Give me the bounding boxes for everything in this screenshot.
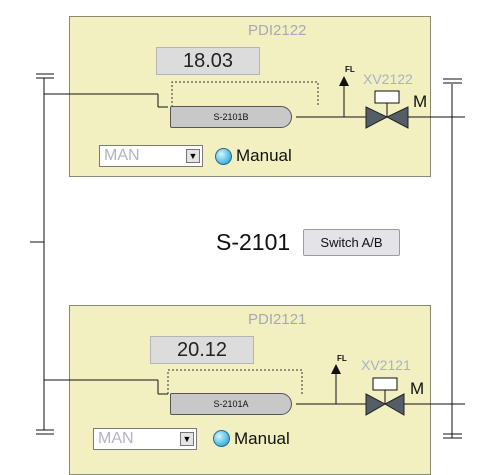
- mode-select[interactable]: MAN ▼: [99, 145, 203, 167]
- valve-tag: XV2122: [363, 71, 413, 87]
- pdi-tag: PDI2122: [248, 22, 307, 39]
- mode-select[interactable]: MAN ▼: [93, 428, 197, 450]
- pdi-value-readout: 18.03: [156, 47, 260, 75]
- mode-select-value: MAN: [98, 430, 134, 447]
- status-indicator-icon: [213, 430, 230, 447]
- filter-s2101b[interactable]: S-2101B: [170, 106, 292, 128]
- filter-s2101a[interactable]: S-2101A: [170, 393, 292, 415]
- unit-label: S-2101: [216, 229, 291, 255]
- chevron-down-icon[interactable]: ▼: [186, 149, 200, 163]
- chevron-down-icon[interactable]: ▼: [180, 432, 194, 446]
- flow-label: FL: [337, 354, 347, 363]
- flow-label: FL: [345, 65, 355, 74]
- switch-ab-button[interactable]: Switch A/B: [303, 229, 400, 256]
- status-indicator-icon: [215, 148, 232, 165]
- pdi-value-readout: 20.12: [150, 336, 254, 364]
- status-label: Manual: [236, 146, 292, 165]
- motor-label: M: [413, 92, 428, 111]
- mode-select-value: MAN: [104, 147, 140, 164]
- pdi-tag: PDI2121: [248, 311, 307, 328]
- status-label: Manual: [234, 429, 290, 448]
- motor-label: M: [410, 379, 425, 398]
- valve-tag: XV2121: [361, 357, 411, 373]
